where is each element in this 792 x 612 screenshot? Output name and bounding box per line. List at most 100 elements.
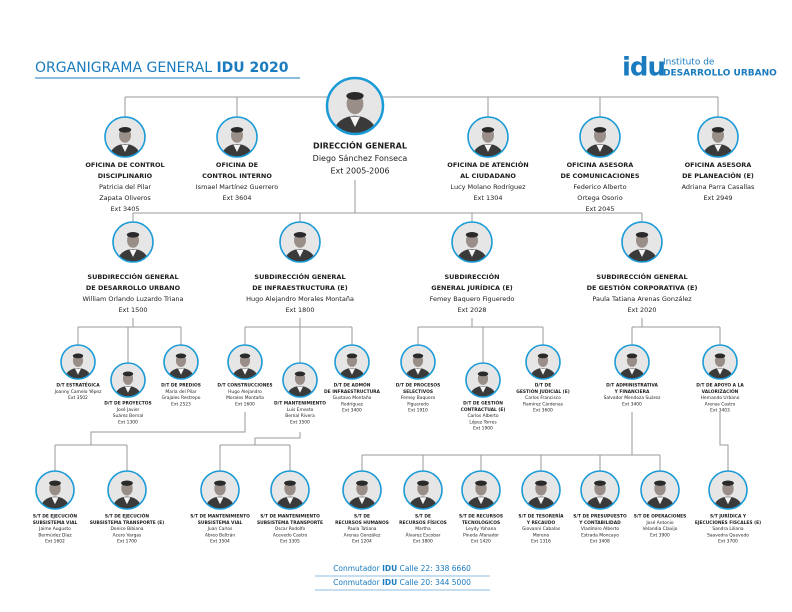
node-person: Suárez Bernal [113, 412, 144, 419]
node-ext: Ext 1600 [235, 401, 255, 407]
node-person: Hernando Urbano [701, 395, 740, 401]
node-person: Adriana Parra Casallas [682, 183, 755, 191]
org-node: OFICINA ASESORA DE COMUNICACIONES Federico… [560, 116, 640, 213]
footer-text: IDU [382, 578, 397, 587]
photo-body [585, 144, 615, 157]
node-person: Zapata Oliveros [99, 194, 151, 202]
node-role: AL CIUDADANO [460, 172, 516, 180]
node-role: OFICINA ASESORA [685, 161, 752, 169]
photo-hair [175, 353, 187, 359]
node-ext: Ext 1700 [117, 539, 137, 545]
node-person: Paula Tatiana [348, 526, 377, 532]
node-role: SUBDIRECCIÓN GENERAL [596, 272, 687, 281]
node-role: S/T DE [415, 514, 431, 520]
node-ext: Ext 1800 [285, 306, 314, 314]
photo-ring [334, 344, 370, 380]
node-ext: Ext 1420 [471, 539, 491, 545]
node-ext: Ext 1900 [473, 426, 493, 432]
node-person: Álvarez Escobar [405, 531, 440, 538]
photo [408, 480, 438, 509]
node-person: Ortega Osorio [577, 194, 622, 202]
photo-ring [270, 470, 310, 510]
photo [466, 480, 496, 509]
node-role: DISCIPLINARIO [98, 172, 153, 180]
photo-collar [419, 497, 427, 505]
photo-ring [521, 470, 561, 510]
photo-hair [635, 232, 649, 238]
photo [118, 232, 148, 262]
photo-collar [129, 249, 137, 257]
photo-collar [477, 497, 485, 505]
photo-collar [348, 368, 356, 375]
node-role: D/T MANTENIMIENTO [274, 401, 326, 407]
photo-collar [714, 144, 722, 152]
photo-collar [216, 497, 224, 505]
photo-collar [74, 368, 82, 375]
photo-body [287, 385, 313, 397]
photo-hair [593, 127, 607, 133]
photo-ring [110, 362, 146, 398]
photo-collar [296, 386, 304, 393]
node-role: S/T DE PRESUPUESTO [573, 514, 627, 520]
photo [65, 353, 91, 379]
node-role: VALORIZACIÓN [702, 388, 739, 395]
photo-body [645, 496, 675, 509]
photo [275, 480, 305, 509]
photo-collar [724, 497, 732, 505]
photo-collar [124, 386, 132, 393]
connector [417, 318, 544, 363]
node-ext: Ext 3403 [710, 408, 730, 414]
photo-collar [177, 368, 185, 375]
node-role: OFICINA DE ATENCIÓN [447, 160, 528, 169]
photo-hair [294, 371, 306, 377]
node-person: Denice Bibiana [111, 526, 144, 532]
photo-collar [123, 497, 131, 505]
org-node: OFICINA DE CONTROL DISCIPLINARIO Patricia … [85, 116, 165, 213]
node-ext: Ext 1500 [118, 306, 147, 314]
photo-body [405, 367, 431, 379]
node-person: Abreo Beltrán [205, 531, 235, 538]
node-person: Salvador Mendoza Suárez [604, 394, 661, 401]
connector [631, 318, 721, 345]
node-person: Vladimiro Alberto [581, 526, 619, 532]
node-ext: Ext 1910 [408, 408, 428, 414]
node-person: Hugo Alejandro Morales Montaña [246, 295, 354, 303]
photo-body [473, 144, 503, 157]
node-person: Morales Montaña [226, 395, 264, 401]
node-person: Velandia Clavijo [643, 526, 678, 532]
org-node: SUBDIRECCIÓN GENERAL DE INFRAESTRUCTURA (… [246, 221, 354, 314]
photo-collar [233, 144, 241, 152]
node-person: Martha [415, 526, 431, 532]
photo-collar [628, 368, 636, 375]
photo-ring [525, 344, 561, 380]
node-ext: Ext 3400 [342, 408, 362, 414]
node-person: Carlos Francisco [525, 395, 561, 401]
photo [470, 371, 496, 397]
photo-hair [535, 480, 547, 486]
photo-ring [614, 344, 650, 380]
photo-hair [118, 127, 132, 133]
node-role: S/T DE OPERACIONES [634, 514, 687, 520]
photo-body [115, 385, 141, 397]
photo-collar [479, 386, 487, 393]
photo-ring [640, 470, 680, 510]
photo [457, 232, 487, 262]
photo [168, 353, 194, 379]
photo-hair [230, 127, 244, 133]
photo-ring [104, 116, 146, 158]
photo-hair [412, 353, 424, 359]
logo-mark: idu [622, 53, 665, 83]
photo-hair [626, 353, 638, 359]
node-person: Saavedra Quevedo [707, 532, 749, 538]
node-role: D/T DE PROYECTOS [104, 401, 151, 407]
photo-body [347, 496, 377, 509]
node-person: Joanny Camelo Yépez [54, 388, 103, 395]
node-person: Rodríguez [341, 400, 364, 407]
node-ext: Ext 1300 [118, 419, 138, 425]
